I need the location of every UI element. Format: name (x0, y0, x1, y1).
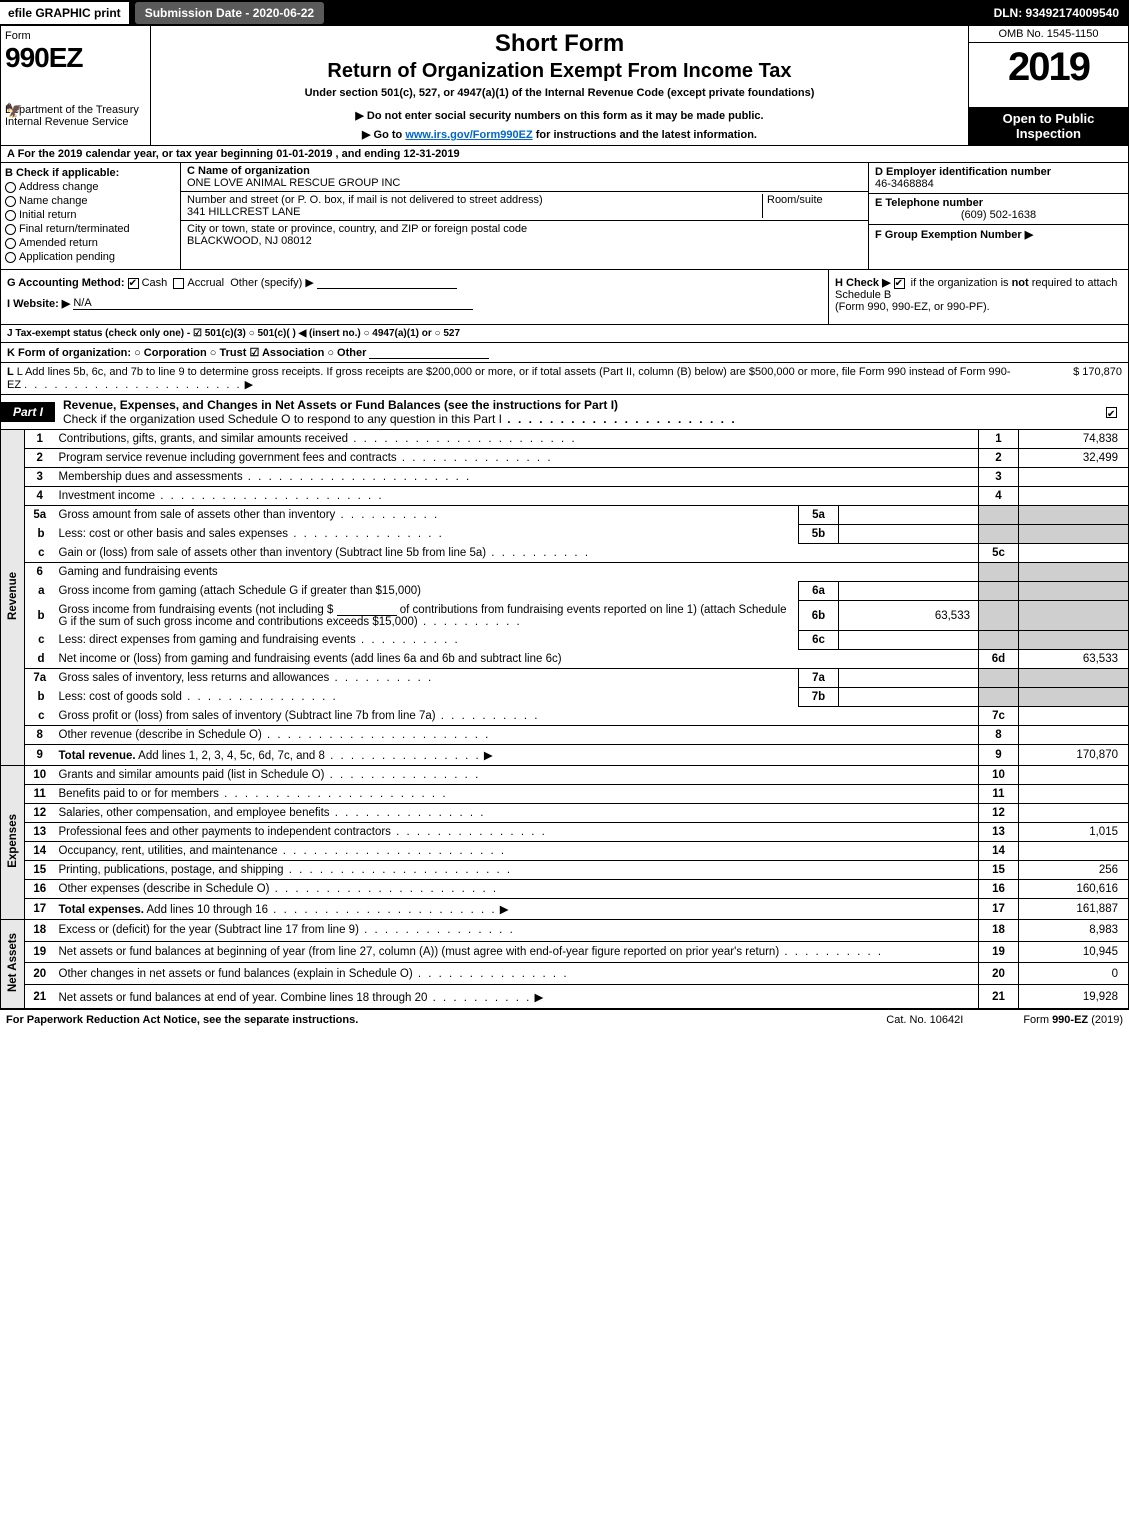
treasury-seal-icon: 🦅 (5, 102, 22, 119)
ln: 1 (25, 430, 55, 449)
part1-check (1106, 405, 1128, 419)
row-ghi: G Accounting Method: Cash Accrual Other … (0, 270, 1129, 325)
footer-right: Form 990-EZ (2019) (1023, 1014, 1123, 1026)
l-text: L L Add lines 5b, 6c, and 7b to line 9 t… (7, 366, 1022, 391)
ghi-left: G Accounting Method: Cash Accrual Other … (1, 270, 828, 324)
efile-label: efile GRAPHIC print (0, 2, 129, 24)
e-val: (609) 502-1638 (875, 209, 1122, 221)
dln-label: DLN: 93492174009540 (994, 6, 1129, 20)
block-bcdef: B Check if applicable: Address change Na… (0, 163, 1129, 270)
k-blank (369, 358, 489, 359)
g-line: G Accounting Method: Cash Accrual Other … (7, 276, 822, 289)
e-phone: E Telephone number (609) 502-1638 (869, 194, 1128, 225)
e-label: E Telephone number (875, 197, 1122, 209)
footer-left: For Paperwork Reduction Act Notice, see … (6, 1014, 358, 1026)
c-name-val: ONE LOVE ANIMAL RESCUE GROUP INC (187, 177, 862, 189)
g-other-blank[interactable] (317, 288, 457, 289)
checkbox-icon[interactable] (5, 224, 16, 235)
i-line: I Website: ▶ N/A (7, 297, 822, 310)
goto-link[interactable]: www.irs.gov/Form990EZ (405, 129, 532, 141)
k-text: K Form of organization: ○ Corporation ○ … (7, 347, 366, 359)
header-right: OMB No. 1545-1150 2019 Open to Public In… (968, 26, 1128, 145)
row-k: K Form of organization: ○ Corporation ○ … (0, 343, 1129, 363)
checkbox-icon[interactable] (5, 252, 16, 263)
row-j: J Tax-exempt status (check only one) - ☑… (0, 325, 1129, 343)
c-street-row: Number and street (or P. O. box, if mail… (181, 192, 868, 221)
tax-year: 2019 (969, 43, 1128, 107)
open-inspection: Open to Public Inspection (969, 107, 1128, 145)
col-c-org: C Name of organization ONE LOVE ANIMAL R… (181, 163, 868, 269)
irs-label: Internal Revenue Service (5, 116, 146, 128)
omb-number: OMB No. 1545-1150 (969, 26, 1128, 43)
checkbox-icon[interactable] (5, 196, 16, 207)
checkbox-accrual-icon[interactable] (173, 278, 184, 289)
l-val: $ 170,870 (1022, 366, 1122, 391)
c-name-row: C Name of organization ONE LOVE ANIMAL R… (181, 163, 868, 192)
submission-date: Submission Date - 2020-06-22 (135, 2, 324, 24)
d-label: D Employer identification number (875, 166, 1122, 178)
top-bar: efile GRAPHIC print Submission Date - 20… (0, 0, 1129, 26)
checkbox-icon[interactable] (5, 210, 16, 221)
c-street-label: Number and street (or P. O. box, if mail… (187, 194, 762, 206)
c-city-val: BLACKWOOD, NJ 08012 (187, 235, 862, 247)
h-checkbox-icon[interactable] (894, 278, 905, 289)
c-room-label: Room/suite (762, 194, 862, 218)
page-footer: For Paperwork Reduction Act Notice, see … (0, 1009, 1129, 1030)
part1-header: Part I Revenue, Expenses, and Changes in… (0, 395, 1129, 430)
c-name-label: C Name of organization (187, 165, 862, 177)
sidecat-netassets: Net Assets (1, 920, 25, 1009)
b-address-change: Address change (5, 181, 176, 193)
sidecat-expenses: Expenses (1, 766, 25, 920)
i-val: N/A (73, 297, 473, 310)
h-text3: (Form 990, 990-EZ, or 990-PF). (835, 301, 990, 313)
sidecat-revenue: Revenue (1, 430, 25, 766)
ssn-warning: ▶ Do not enter social security numbers o… (161, 109, 958, 122)
header-middle: Short Form Return of Organization Exempt… (151, 26, 968, 145)
part1-table: Revenue 1 Contributions, gifts, grants, … (0, 430, 1129, 1009)
g-label: G Accounting Method: (7, 277, 125, 289)
form-header: Form 990EZ 🦅 Department of the Treasury … (0, 26, 1129, 146)
c-city-label: City or town, state or province, country… (187, 223, 862, 235)
desc: Contributions, gifts, grants, and simila… (55, 430, 979, 449)
b-amended: Amended return (5, 237, 176, 249)
f-label: F Group Exemption Number ▶ (875, 229, 1033, 241)
checkbox-icon[interactable] (5, 182, 16, 193)
i-label: I Website: ▶ (7, 298, 70, 310)
rn: 1 (979, 430, 1019, 449)
rv: 74,838 (1019, 430, 1129, 449)
goto-line: ▶ Go to www.irs.gov/Form990EZ for instru… (161, 128, 958, 141)
schedule-o-check-icon[interactable] (1106, 407, 1117, 418)
goto-pre: ▶ Go to (362, 129, 405, 141)
return-title: Return of Organization Exempt From Incom… (161, 60, 958, 83)
col-b-checks: B Check if applicable: Address change Na… (1, 163, 181, 269)
d-val: 46-3468884 (875, 178, 1122, 190)
row-a-taxyear: A For the 2019 calendar year, or tax yea… (0, 146, 1129, 163)
part1-tag: Part I (1, 402, 55, 422)
b-name-change: Name change (5, 195, 176, 207)
col-def: D Employer identification number 46-3468… (868, 163, 1128, 269)
d-ein: D Employer identification number 46-3468… (869, 163, 1128, 194)
row-l: L L Add lines 5b, 6c, and 7b to line 9 t… (0, 363, 1129, 395)
b-app-pending: Application pending (5, 251, 176, 263)
b-final-return: Final return/terminated (5, 223, 176, 235)
form-number: 990EZ (5, 42, 146, 74)
part1-title: Revenue, Expenses, and Changes in Net As… (63, 395, 1106, 429)
checkbox-icon[interactable] (5, 238, 16, 249)
f-group: F Group Exemption Number ▶ (869, 225, 1128, 269)
header-left: Form 990EZ 🦅 Department of the Treasury … (1, 26, 151, 145)
form-word: Form (5, 30, 146, 42)
short-form-title: Short Form (161, 30, 958, 58)
department-label: Department of the Treasury (5, 104, 146, 116)
j-text: J Tax-exempt status (check only one) - ☑… (7, 328, 460, 339)
c-street-val: 341 HILLCREST LANE (187, 206, 762, 218)
checkbox-cash-icon[interactable] (128, 278, 139, 289)
footer-mid: Cat. No. 10642I (886, 1014, 963, 1026)
h-box: H Check ▶ if the organization is not req… (828, 270, 1128, 324)
b-initial-return: Initial return (5, 209, 176, 221)
goto-post: for instructions and the latest informat… (533, 129, 757, 141)
h-text1: H Check ▶ (835, 277, 891, 289)
under-section: Under section 501(c), 527, or 4947(a)(1)… (161, 87, 958, 99)
c-city-row: City or town, state or province, country… (181, 221, 868, 249)
b-head: B Check if applicable: (5, 167, 176, 179)
